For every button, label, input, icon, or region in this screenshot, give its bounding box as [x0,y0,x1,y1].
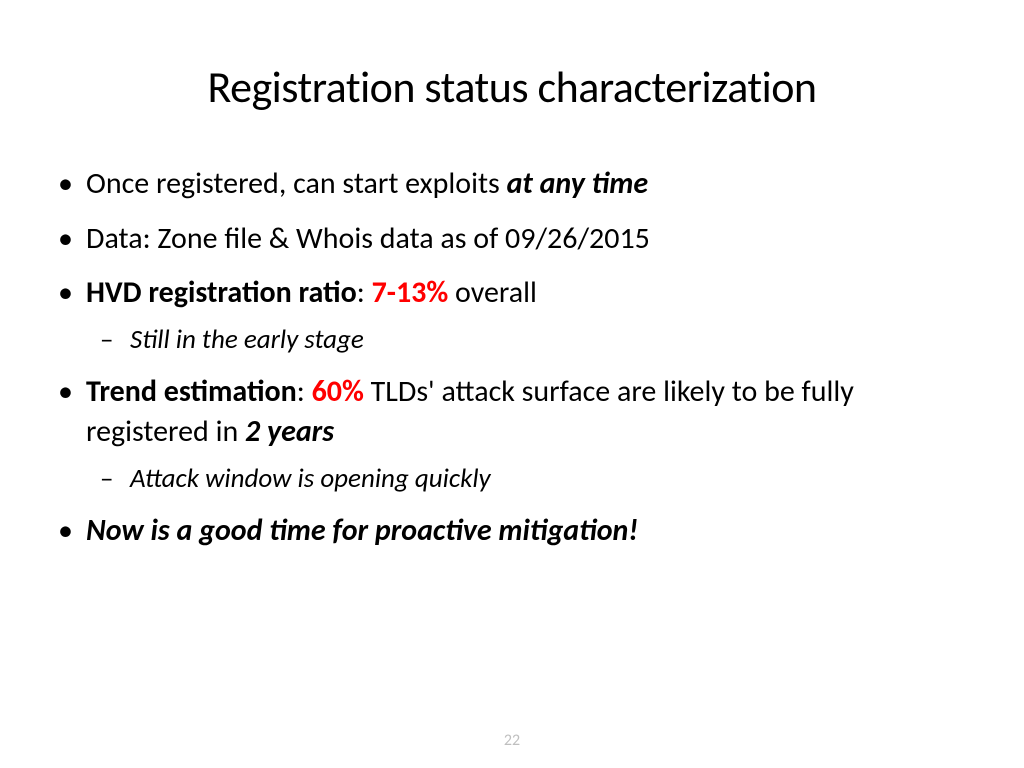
slide-title: Registration status characterization [50,60,974,114]
bullet-item-3: HVD registration ratio: 7-13% overall St… [50,273,974,358]
bullet-3-tail: overall [448,274,537,311]
bullet-1-text: Once registered, can start exploits [86,165,507,202]
bullet-item-2: Data: Zone file & Whois data as of 09/26… [50,219,974,260]
sub-3-text: Still in the early stage [130,323,364,356]
bullet-item-5: Now is a good time for proactive mitigat… [50,511,974,552]
slide-container: Registration status characterization Onc… [0,0,1024,768]
sub-4-text: Attack window is opening quickly [130,462,491,495]
sub-item-3: Still in the early stage [86,322,974,358]
page-number: 22 [0,731,1024,750]
bullet-3-percent: 7-13% [372,274,449,311]
bullet-item-1: Once registered, can start exploits at a… [50,164,974,205]
bullet-2-text: Data: Zone file & Whois data as of 09/26… [86,220,650,257]
bullet-3-sep: : [357,274,372,311]
sub-list-4: Attack window is opening quickly [86,461,974,497]
sub-item-4: Attack window is opening quickly [86,461,974,497]
sub-list-3: Still in the early stage [86,322,974,358]
bullet-3-label: HVD registration ratio [86,274,357,311]
bullet-4-percent: 60% [312,373,364,410]
bullet-list: Once registered, can start exploits at a… [50,164,974,552]
bullet-5-text: Now is a good time for proactive mitigat… [86,512,638,549]
bullet-1-emphasis: at any time [507,165,649,202]
bullet-item-4: Trend estimation: 60% TLDs' attack surfa… [50,372,974,497]
bullet-4-years: 2 years [245,413,334,450]
bullet-4-label: Trend estimation [86,373,297,410]
bullet-4-sep: : [297,373,312,410]
